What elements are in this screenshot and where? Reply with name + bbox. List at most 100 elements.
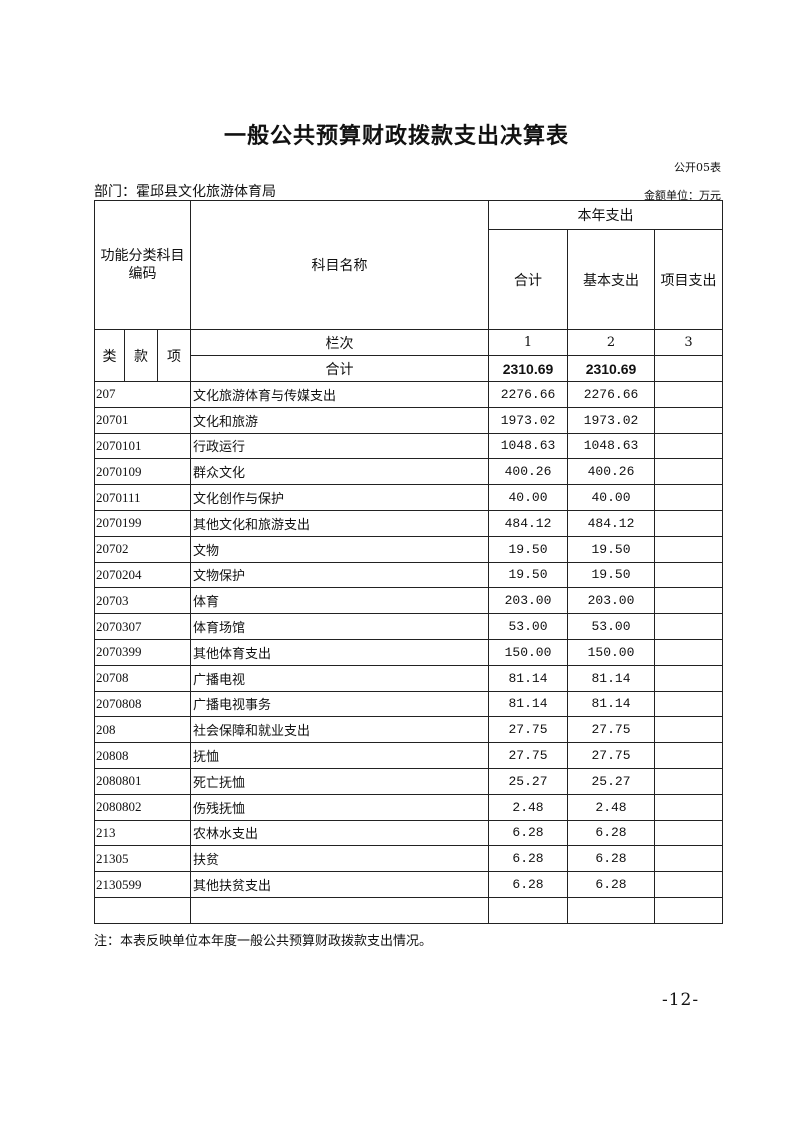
table-row: 21305 扶贫 6.28 6.28 <box>94 845 724 873</box>
header-xiang: 项 <box>157 329 191 382</box>
table-row: 2070399 其他体育支出 150.00 150.00 <box>94 638 724 666</box>
row-total: 400.26 <box>488 458 568 486</box>
form-number: 公开05表 <box>674 161 721 174</box>
header-project: 项目支出 <box>653 229 724 330</box>
header-basic: 基本支出 <box>567 229 655 330</box>
row-name: 文化旅游体育与传媒支出 <box>190 381 489 408</box>
row-basic: 40.00 <box>567 484 655 511</box>
row-code: 20703 <box>94 587 191 615</box>
row-name: 农林水支出 <box>190 819 489 847</box>
row-project <box>653 845 724 873</box>
header-kuan: 款 <box>124 329 158 382</box>
row-name: 伤残抚恤 <box>190 793 489 821</box>
row-total: 40.00 <box>488 484 568 511</box>
row-total: 150.00 <box>488 638 568 666</box>
row-basic: 19.50 <box>567 561 655 589</box>
row-project <box>653 613 724 640</box>
row-total: 1973.02 <box>488 406 568 434</box>
header-name: 科目名称 <box>190 200 489 330</box>
row-name: 文化和旅游 <box>190 406 489 434</box>
table-row: 2070111 文化创作与保护 40.00 40.00 <box>94 484 724 511</box>
row-name: 体育场馆 <box>190 613 489 640</box>
row-name: 文物保护 <box>190 561 489 589</box>
row-code: 2070111 <box>94 484 191 511</box>
row-total: 2276.66 <box>488 381 568 408</box>
footnote: 注：本表反映单位本年度一般公共预算财政拨款支出情况。 <box>94 934 433 949</box>
table-row: 208 社会保障和就业支出 27.75 27.75 <box>94 716 724 744</box>
row-name: 广播电视 <box>190 664 489 692</box>
row-name: 抚恤 <box>190 742 489 769</box>
row-project <box>653 767 724 795</box>
row-basic: 150.00 <box>567 638 655 666</box>
sum-project <box>653 355 724 382</box>
table-row: 2130599 其他扶贫支出 6.28 6.28 <box>94 871 724 898</box>
row-code: 2130599 <box>94 871 191 898</box>
row-basic: 6.28 <box>567 871 655 898</box>
row-basic: 2276.66 <box>567 381 655 408</box>
row-project <box>653 871 724 898</box>
table-row: 2070199 其他文化和旅游支出 484.12 484.12 <box>94 509 724 537</box>
table-row: 20703 体育 203.00 203.00 <box>94 587 724 615</box>
row-name: 体育 <box>190 587 489 615</box>
header-total: 合计 <box>488 229 568 330</box>
row-basic: 27.75 <box>567 742 655 769</box>
table-row: 2070109 群众文化 400.26 400.26 <box>94 458 724 486</box>
row-name: 群众文化 <box>190 458 489 486</box>
row-project <box>653 819 724 847</box>
row-total: 6.28 <box>488 845 568 873</box>
row-code: 20808 <box>94 742 191 769</box>
expenditure-table: 功能分类科目编码 科目名称 本年支出 合计 基本支出 项目支出 类 款 项 栏次… <box>94 200 724 924</box>
row-name: 扶贫 <box>190 845 489 873</box>
table-row <box>94 896 724 924</box>
row-name: 死亡抚恤 <box>190 767 489 795</box>
row-total: 19.50 <box>488 561 568 589</box>
page-title: 一般公共预算财政拨款支出决算表 <box>223 123 569 149</box>
row-code: 21305 <box>94 845 191 873</box>
row-code: 2080801 <box>94 767 191 795</box>
sum-basic: 2310.69 <box>567 355 655 382</box>
row-code: 2070808 <box>94 690 191 718</box>
table-row: 2070101 行政运行 1048.63 1048.63 <box>94 432 724 460</box>
row-project <box>653 742 724 769</box>
row-total: 203.00 <box>488 587 568 615</box>
row-basic: 400.26 <box>567 458 655 486</box>
row-code: 2070204 <box>94 561 191 589</box>
row-name <box>190 896 489 924</box>
table-row: 2070808 广播电视事务 81.14 81.14 <box>94 690 724 718</box>
page-number: -12- <box>662 990 700 1010</box>
row-code: 2070199 <box>94 509 191 537</box>
row-basic: 203.00 <box>567 587 655 615</box>
row-total: 25.27 <box>488 767 568 795</box>
row-basic <box>567 896 655 924</box>
row-code: 207 <box>94 381 191 408</box>
row-project <box>653 896 724 924</box>
row-total: 6.28 <box>488 871 568 898</box>
row-code: 20708 <box>94 664 191 692</box>
row-code: 2070307 <box>94 613 191 640</box>
row-project <box>653 587 724 615</box>
sum-label: 合计 <box>190 355 489 382</box>
department: 部门：霍邱县文化旅游体育局 <box>94 184 276 200</box>
row-name: 文物 <box>190 535 489 563</box>
row-code: 2070109 <box>94 458 191 486</box>
row-project <box>653 484 724 511</box>
row-basic: 6.28 <box>567 819 655 847</box>
row-code: 213 <box>94 819 191 847</box>
row-basic: 53.00 <box>567 613 655 640</box>
row-code: 20701 <box>94 406 191 434</box>
table-row: 2070307 体育场馆 53.00 53.00 <box>94 613 724 640</box>
row-basic: 27.75 <box>567 716 655 744</box>
row-total: 484.12 <box>488 509 568 537</box>
header-this-year: 本年支出 <box>487 200 724 230</box>
table-row: 20808 抚恤 27.75 27.75 <box>94 742 724 769</box>
row-project <box>653 432 724 460</box>
row-total: 27.75 <box>488 716 568 744</box>
row-project <box>653 509 724 537</box>
table-row: 2080802 伤残抚恤 2.48 2.48 <box>94 793 724 821</box>
row-name: 其他扶贫支出 <box>190 871 489 898</box>
row-total: 81.14 <box>488 690 568 718</box>
row-code: 2070399 <box>94 638 191 666</box>
table-row: 2070204 文物保护 19.50 19.50 <box>94 561 724 589</box>
row-code <box>94 896 191 924</box>
row-code: 20702 <box>94 535 191 563</box>
